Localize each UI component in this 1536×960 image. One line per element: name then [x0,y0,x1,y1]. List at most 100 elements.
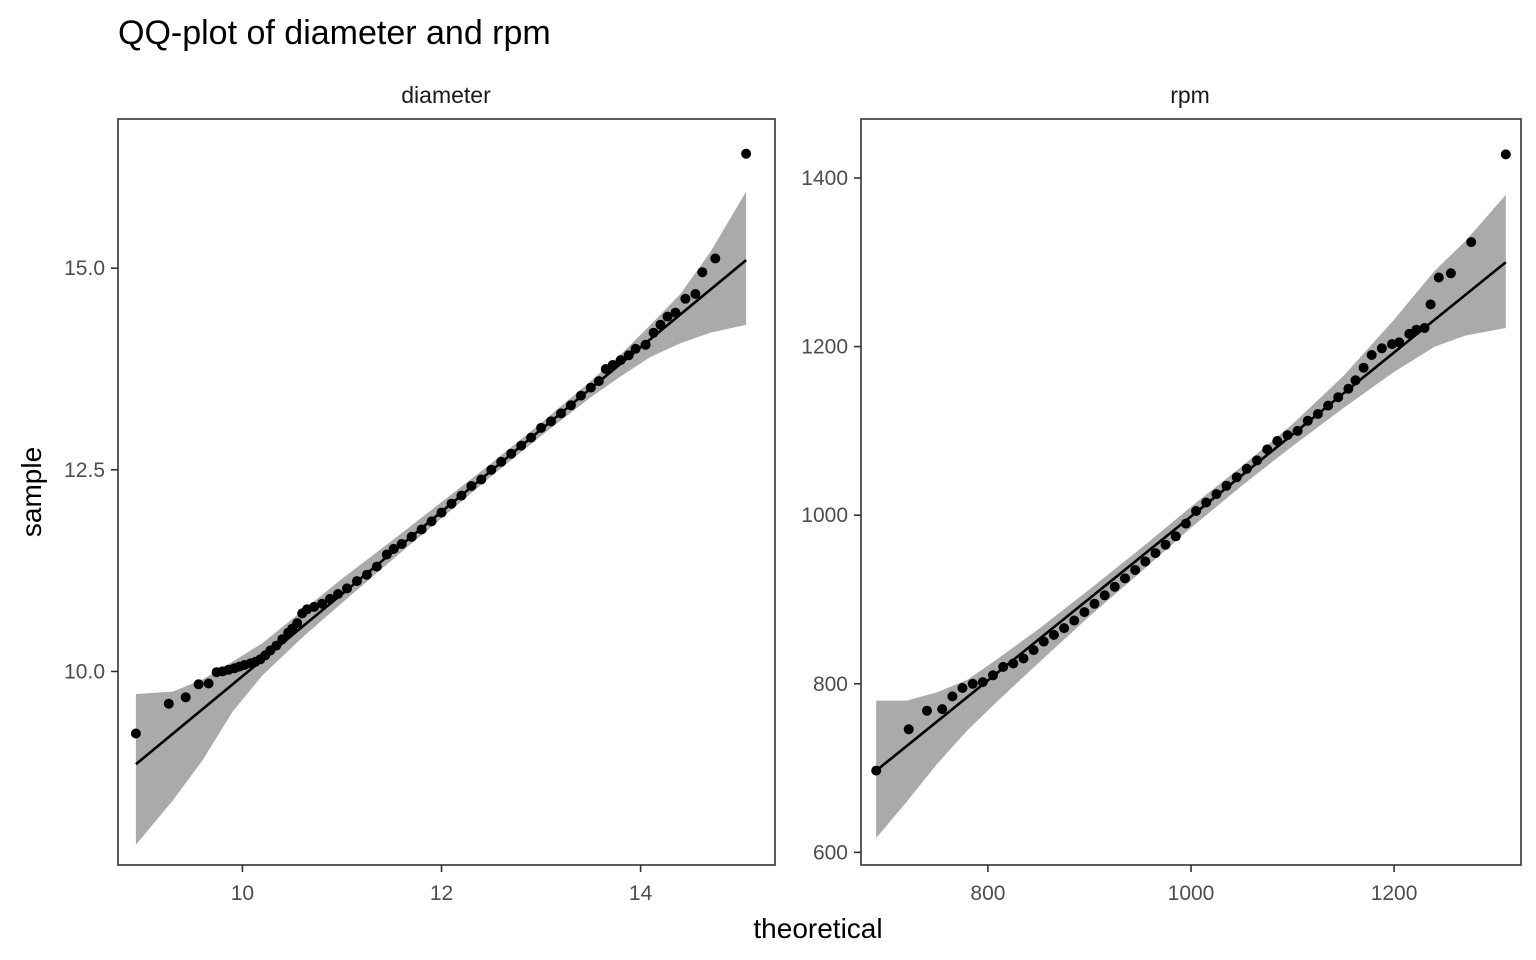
y-tick-label: 10.0 [64,660,105,683]
data-point [1466,237,1477,248]
data-point [1282,430,1293,441]
data-point [203,678,214,689]
data-point [937,704,948,715]
data-point [476,474,487,485]
data-point [536,422,547,433]
data-point [1069,615,1080,626]
data-point [957,683,968,693]
data-point [309,601,320,612]
data-point [1008,658,1019,669]
data-point [1120,573,1130,584]
data-point [593,376,604,387]
data-point [1130,565,1141,575]
data-point [526,432,537,443]
data-point [903,724,914,735]
data-point [697,267,708,278]
data-point [342,583,352,594]
data-point [456,490,467,501]
x-tick-label: 800 [970,882,1005,905]
data-point [193,679,204,690]
data-point [1333,392,1344,403]
data-point [1292,425,1303,436]
data-point [180,692,191,703]
data-point [565,400,576,411]
data-point [1140,556,1151,567]
data-point [277,634,288,645]
facet-rpm: rpm 800 1000 1200 600 800 1000 1200 1400 [801,82,1522,905]
data-point [662,311,673,322]
y-axis-title: sample [16,447,47,537]
data-point [615,355,626,366]
data-point [325,593,335,604]
data-point [998,661,1009,672]
data-point [130,728,141,739]
data-point [655,319,666,330]
data-point [1425,299,1436,310]
data-point [446,498,457,509]
y-tick-label: 15.0 [64,257,105,280]
confidence-band-diameter [135,191,747,845]
data-point [1445,268,1456,279]
x-tick-label: 1200 [1371,882,1418,905]
y-tick-label: 800 [813,673,848,696]
data-point [1160,539,1171,550]
data-point [1201,497,1212,508]
facet-strip-label-diameter: diameter [401,82,491,108]
data-point [1028,645,1039,656]
data-point [1170,531,1181,542]
data-point [1343,383,1354,394]
data-point [1394,337,1405,348]
x-tick-label: 1000 [1168,882,1215,905]
data-point [1059,623,1070,634]
data-point [1109,581,1120,592]
panel-border-diameter [117,118,776,866]
x-tick-label: 10 [231,882,254,905]
y-tick-label: 12.5 [64,459,105,482]
data-point [630,343,641,354]
data-point [1419,323,1430,333]
data-point [1150,548,1161,559]
data-point [1312,409,1323,419]
data-point [486,464,497,475]
data-point [1180,518,1191,529]
data-point [317,598,328,609]
data-point [1241,463,1252,474]
data-point [271,640,282,651]
data-point [1358,362,1369,373]
data-point [575,390,586,401]
data-point [1211,489,1222,500]
data-point [426,516,437,527]
data-point [1272,436,1283,446]
data-point [1038,636,1049,647]
y-tick-label: 600 [813,841,848,864]
facet-strip-label-rpm: rpm [1170,82,1210,108]
data-point [871,765,882,776]
data-point [163,698,174,709]
data-point [1252,455,1262,466]
data-point [648,327,659,338]
data-point [1099,590,1110,601]
data-point [1411,324,1422,335]
data-point [546,416,556,427]
data-point [1079,607,1090,618]
data-point [416,524,427,535]
data-point [1302,415,1313,426]
x-tick-label: 12 [430,882,453,905]
data-point [351,576,362,587]
data-point [922,705,932,716]
data-point [406,531,417,542]
data-point [496,456,507,467]
data-point [1323,400,1334,411]
data-point [710,253,721,264]
data-point [988,670,998,681]
data-point [690,289,701,299]
y-tick-label: 1400 [801,167,848,190]
data-point [1376,343,1387,354]
data-point [585,382,596,393]
data-point [388,543,399,554]
y-tick-label: 1200 [801,336,848,359]
data-point [396,539,407,549]
data-point [1262,444,1273,455]
facet-diameter: diameter 10 12 14 10.0 12.5 15.0 [64,82,776,905]
